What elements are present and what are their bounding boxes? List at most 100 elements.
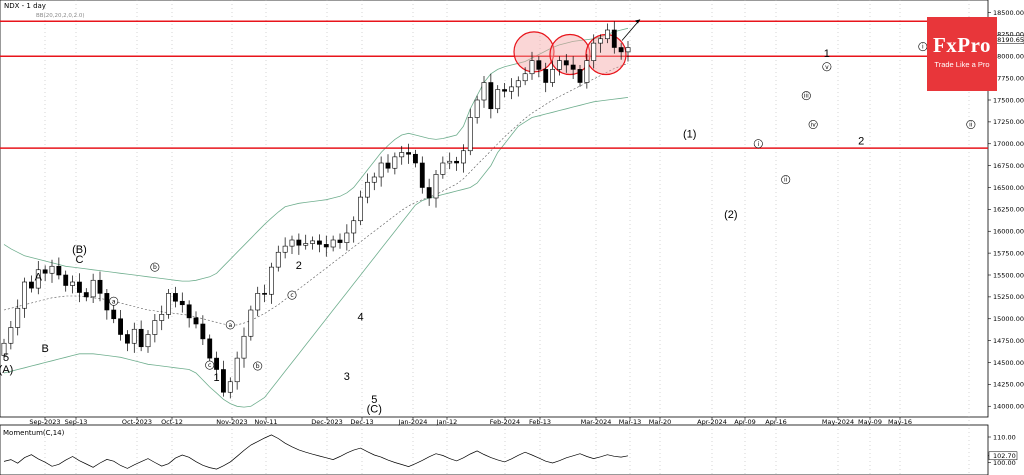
momentum-tick-label: 100.00 [993,459,1016,467]
wave-label: 1 [824,48,830,60]
current-price-label: 18190.65 [993,36,1024,44]
x-tick-label: Apr-16 [765,418,786,426]
candle-body [577,69,583,83]
chart-title: NDX - 1 day [4,2,46,10]
momentum-current-tag [988,451,1018,461]
candle-body [166,293,171,315]
candle-body [509,86,514,92]
x-tick-label: Dec-2023 [311,418,342,426]
candle-body [618,47,624,53]
y-tick-label: 15250.00 [993,293,1024,301]
candle-body [275,251,281,268]
candle-body [227,381,233,393]
candle-body [22,281,27,309]
candle-body [605,29,610,40]
candle-body [399,152,405,158]
x-tick-label: May-2024 [822,418,854,426]
candle-body [282,245,288,253]
sub-wave-circle [801,91,811,101]
sub-wave-circle [253,361,263,371]
candle-body [529,60,535,75]
momentum-tick-label: 110.00 [993,433,1016,441]
candle-body [351,220,357,234]
y-tick-label: 17250.00 [993,118,1024,126]
wave-label: 5 [3,352,9,364]
sub-wave-label: i [757,141,759,148]
sub-wave-label: b [256,363,260,370]
candle-body [97,279,103,294]
y-tick-label: 15000.00 [993,315,1024,323]
sub-wave-label: c [290,292,293,299]
candle-body [392,156,398,169]
candle-body [611,29,617,48]
main-panel-frame [0,0,989,418]
candle-body [447,160,453,164]
candle-body [310,240,315,244]
y-tick-label: 16000.00 [993,228,1024,236]
sub-wave-label: i [922,44,924,51]
candle-body [495,89,501,110]
x-tick-label: May-16 [888,418,912,426]
candle-body [262,293,267,295]
candle-body [330,239,336,248]
candle-body [173,293,178,302]
x-tick-label: Jan-2024 [398,418,428,426]
sub-wave-circle [753,139,763,149]
x-tick-label: Oct-12 [161,418,183,426]
sub-wave-label: v [825,64,829,71]
candle-body [461,150,466,164]
candle-body [454,160,459,164]
candle-body [145,334,151,348]
candle-body [1,342,7,356]
candle-body [303,243,309,246]
candle-body [598,38,603,44]
x-tick-label: Mar-20 [649,418,671,426]
momentum-line [3,434,629,470]
x-tick-label: May-09 [858,418,882,426]
candle-body [502,89,507,92]
candlesticks [1,21,631,399]
y-tick-label: 14500.00 [993,359,1024,367]
candle-body [15,307,21,328]
sub-wave-label: a [228,322,232,329]
candle-body [358,196,363,222]
sub-wave-label: a [112,298,116,305]
vertical-gridlines [44,0,970,475]
candle-body [433,174,439,199]
momentum-title: Momentum(C,14) [3,429,65,437]
sub-wave-circle [781,175,791,185]
candle-body [481,82,487,101]
candle-body [474,99,480,118]
wave-label: (C) [367,403,382,415]
wave-label: (A) [0,364,13,376]
sub-wave-circle [225,320,235,330]
sub-wave-circle [966,120,976,130]
candle-body [515,80,521,88]
y-tick-label: 16500.00 [993,184,1024,192]
y-tick-label: 14000.00 [993,403,1024,411]
sub-wave-circle [150,262,160,272]
candle-body [317,240,322,245]
x-tick-label: Nov-11 [254,418,277,426]
candle-body [152,320,158,335]
candle-body [248,309,254,337]
candle-body [440,162,446,175]
x-tick-label: Mar-2024 [581,418,612,426]
sub-wave-label: iv [811,122,817,129]
wave-label: (B) [72,244,87,256]
candle-body [77,281,82,293]
y-tick-label: 16250.00 [993,206,1024,214]
y-tick-label: 14750.00 [993,337,1024,345]
candle-body [255,293,261,311]
y-tick-label: 17500.00 [993,96,1024,104]
candle-body [241,335,247,359]
wave-label: (1) [683,129,696,141]
candle-body [426,187,432,199]
candle-body [83,292,89,298]
candle-body [419,162,425,188]
candle-body [29,281,34,289]
candle-body [131,328,137,344]
wave-label: 2 [296,260,302,272]
wave-label: 3 [344,371,350,383]
